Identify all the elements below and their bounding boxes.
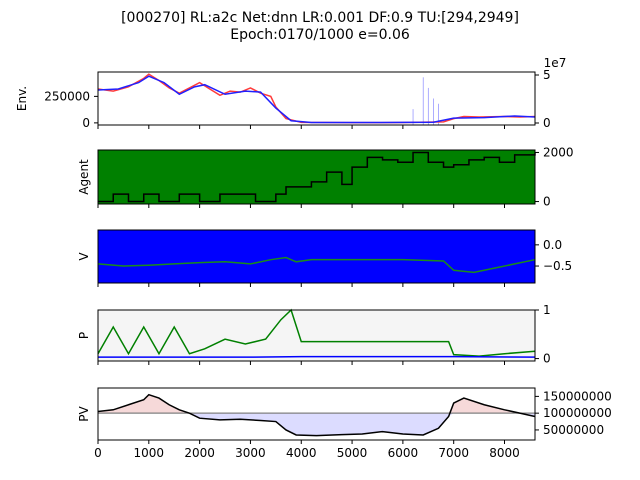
pv-right-tick-label: 100000000: [543, 406, 612, 420]
pv-x-tick-label: 4000: [286, 446, 317, 460]
pv-frame: [97, 387, 536, 441]
env-series-line-1: [97, 75, 536, 124]
v-right-tick-label: −0.5: [543, 259, 572, 273]
agent-frame: [97, 149, 536, 205]
agent-ylabel: Agent: [77, 159, 91, 195]
figure-title-line2: Epoch:0170/1000 e=0.06: [230, 27, 410, 43]
pv-x-tick-label: 1000: [134, 446, 165, 460]
pv-x-tick-label: 6000: [388, 446, 419, 460]
pv-ylabel: PV: [77, 405, 91, 421]
agent-right-tick-label: 2000: [543, 145, 574, 159]
subplots: Env. 250000 0 5 0 1e7 Agent 2000 0 V 0.0 −0.5 P 1 0 PV 1…: [15, 56, 612, 460]
subplot-env: Env. 250000 0 5 0 1e7: [15, 56, 566, 130]
env-right-tick-label: 0: [543, 116, 551, 130]
env-ylabel: Env.: [15, 86, 29, 111]
pv-x-tick-label: 8000: [489, 446, 520, 460]
p-background: [98, 310, 535, 361]
agent-series-line-0: [98, 151, 536, 203]
pv-series-line-0: [97, 393, 536, 437]
subplot-p: P 1 0: [77, 303, 551, 366]
subplot-pv: PV 150000000 100000000 50000000 0 1000 2000 300…: [77, 387, 612, 460]
pv-x-tick-label: 3000: [235, 446, 266, 460]
figure-title-line1: [000270] RL:a2c Net:dnn LR:0.001 DF:0.9 …: [121, 10, 519, 26]
v-ylabel: V: [77, 252, 91, 261]
pv-right-tick-label: 150000000: [543, 389, 612, 403]
v-frame: [97, 229, 536, 284]
pv-gain-area: [98, 394, 535, 414]
agent-background: [98, 150, 535, 204]
p-right-tick-label: 1: [543, 303, 551, 317]
env-series-line-0: [97, 73, 536, 124]
pv-loss-area: [98, 413, 535, 436]
pv-right-tick-label: 50000000: [543, 423, 604, 437]
v-right-tick-label: 0.0: [543, 238, 562, 252]
env-frame: [97, 71, 536, 126]
pv-x-tick-label: 7000: [438, 446, 469, 460]
env-left-tick-label: 250000: [44, 89, 90, 103]
subplot-v: V 0.0 −0.5: [77, 229, 572, 287]
pv-x-tick-label: 2000: [184, 446, 215, 460]
pv-x-tick-label: 5000: [337, 446, 368, 460]
env-left-tick-label: 0: [82, 116, 90, 130]
pv-x-tick-label: 0: [94, 446, 102, 460]
v-background: [98, 230, 535, 283]
v-series-line-0: [97, 256, 536, 274]
p-right-tick-label: 0: [543, 352, 551, 366]
p-ylabel: P: [77, 332, 91, 339]
p-frame: [97, 309, 536, 362]
p-series-line-0: [97, 308, 536, 357]
env-offset-text: 1e7: [544, 56, 567, 70]
agent-right-tick-label: 0: [543, 195, 551, 209]
env-right-tick-label: 5: [543, 68, 551, 82]
subplot-agent: Agent 2000 0: [77, 145, 574, 208]
